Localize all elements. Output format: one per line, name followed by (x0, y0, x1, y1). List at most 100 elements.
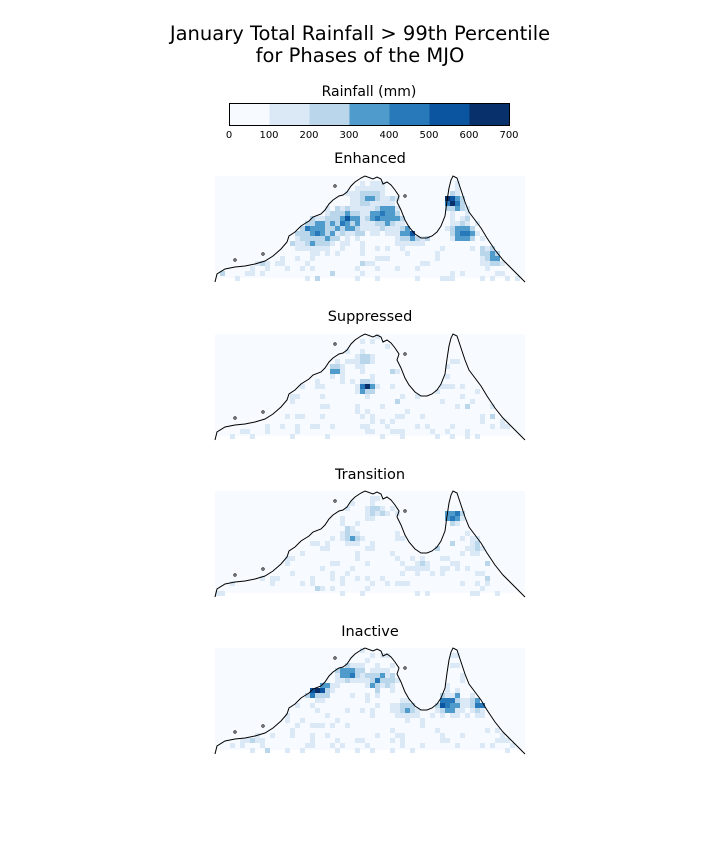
rainfall-cell (460, 201, 465, 206)
rainfall-cell (360, 181, 365, 186)
island-outline (261, 567, 265, 571)
rainfall-cell (355, 384, 360, 389)
rainfall-cell (455, 521, 460, 526)
rainfall-cell (395, 241, 400, 246)
rainfall-cell (450, 271, 455, 276)
rainfall-cell (365, 389, 370, 394)
rainfall-cell (335, 206, 340, 211)
rainfall-cell (415, 561, 420, 566)
rainfall-cell (250, 738, 255, 743)
rainfall-cell (350, 226, 355, 231)
rainfall-cell (395, 733, 400, 738)
rainfall-cell (385, 668, 390, 673)
rainfall-cell (360, 364, 365, 369)
rainfall-cell (275, 261, 280, 266)
rainfall-cell (360, 271, 365, 276)
rainfall-cell (355, 186, 360, 191)
rainfall-cell (400, 708, 405, 713)
rainfall-cell (310, 743, 315, 748)
rainfall-cell (475, 551, 480, 556)
rainfall-cell (385, 678, 390, 683)
rainfall-cell (475, 231, 480, 236)
rainfall-cell (240, 429, 245, 434)
rainfall-cell (400, 236, 405, 241)
rainfall-cell (375, 334, 380, 339)
rainfall-cell (300, 241, 305, 246)
rainfall-cell (485, 256, 490, 261)
rainfall-cell (485, 728, 490, 733)
rainfall-cell (355, 673, 360, 678)
rainfall-cell (500, 419, 505, 424)
rainfall-cell (475, 571, 480, 576)
rainfall-cell (335, 369, 340, 374)
rainfall-cell (470, 231, 475, 236)
rainfall-cell (400, 536, 405, 541)
rainfall-cell (490, 424, 495, 429)
rainfall-cell (385, 201, 390, 206)
colorbar-segment (389, 103, 430, 126)
rainfall-cell (450, 541, 455, 546)
rainfall-cell (460, 271, 465, 276)
rainfall-cell (305, 261, 310, 266)
rainfall-cell (360, 591, 365, 596)
rainfall-cell (395, 226, 400, 231)
rainfall-cell (310, 226, 315, 231)
panel-title-enhanced: Enhanced (334, 151, 406, 167)
rainfall-cell (405, 566, 410, 571)
rainfall-cell (400, 221, 405, 226)
rainfall-cell (325, 221, 330, 226)
rainfall-cell (445, 566, 450, 571)
rainfall-cell (355, 389, 360, 394)
rainfall-cell (375, 693, 380, 698)
coastline (214, 333, 526, 441)
rainfall-cell (380, 673, 385, 678)
rainfall-cell (445, 693, 450, 698)
rainfall-cell (370, 226, 375, 231)
rainfall-cell (365, 673, 370, 678)
rainfall-cell (375, 683, 380, 688)
rainfall-cell (325, 211, 330, 216)
rainfall-cell (360, 246, 365, 251)
rainfall-cell (400, 394, 405, 399)
rainfall-cell (500, 424, 505, 429)
rainfall-cell (375, 191, 380, 196)
rainfall-cell (440, 713, 445, 718)
rainfall-cell (345, 216, 350, 221)
rainfall-cell (465, 211, 470, 216)
rainfall-cell (380, 434, 385, 439)
rainfall-cell (345, 668, 350, 673)
rainfall-cell (455, 226, 460, 231)
rainfall-cell (370, 683, 375, 688)
rainfall-cell (375, 231, 380, 236)
rainfall-cell (400, 216, 405, 221)
rainfall-cell (430, 713, 435, 718)
rainfall-cell (310, 221, 315, 226)
rainfall-cell (310, 256, 315, 261)
rainfall-cell (330, 688, 335, 693)
rainfall-cell (450, 713, 455, 718)
rainfall-cell (325, 546, 330, 551)
rainfall-cell (360, 241, 365, 246)
rainfall-cell (340, 673, 345, 678)
rainfall-cell (290, 571, 295, 576)
rainfall-cell (295, 703, 300, 708)
rainfall-cell (310, 723, 315, 728)
rainfall-cell (465, 434, 470, 439)
rainfall-cell (415, 266, 420, 271)
rainfall-cell (500, 271, 505, 276)
rainfall-cell (390, 429, 395, 434)
colorbar-tick-label: 400 (379, 130, 399, 141)
rainfall-cell (315, 379, 320, 384)
rainfall-cell (460, 698, 465, 703)
rainfall-cell (385, 424, 390, 429)
rainfall-cell (395, 211, 400, 216)
rainfall-cell (360, 251, 365, 256)
rainfall-cell (375, 246, 380, 251)
rainfall-cell (400, 581, 405, 586)
rainfall-cell (405, 708, 410, 713)
rainfall-cell (370, 511, 375, 516)
rainfall-cell (365, 546, 370, 551)
rainfall-cell (460, 206, 465, 211)
rainfall-cell (345, 708, 350, 713)
rainfall-cell (370, 748, 375, 753)
